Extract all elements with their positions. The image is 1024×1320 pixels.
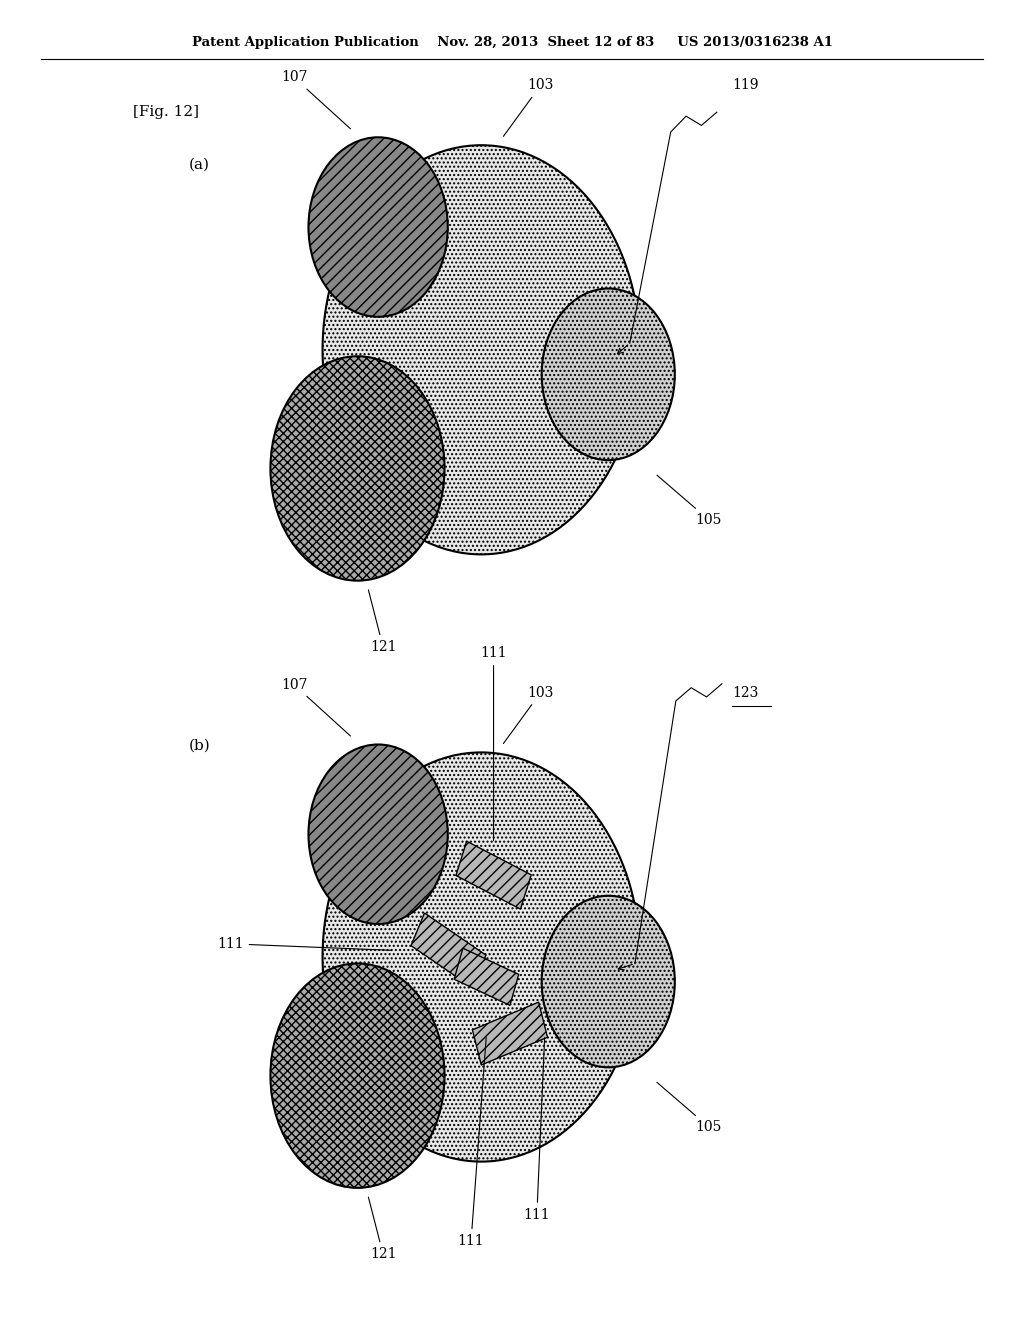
Circle shape <box>323 752 640 1162</box>
Text: 111: 111 <box>217 937 391 950</box>
Circle shape <box>270 964 444 1188</box>
Text: 107: 107 <box>281 70 350 129</box>
Text: 119: 119 <box>732 78 759 92</box>
Text: (b): (b) <box>188 739 211 752</box>
Text: 121: 121 <box>369 590 396 655</box>
Polygon shape <box>454 948 519 1006</box>
Circle shape <box>542 289 675 461</box>
Text: 121: 121 <box>369 1197 396 1262</box>
Text: [Fig. 12]: [Fig. 12] <box>133 106 199 119</box>
Text: Patent Application Publication    Nov. 28, 2013  Sheet 12 of 83     US 2013/0316: Patent Application Publication Nov. 28, … <box>191 36 833 49</box>
Text: 123: 123 <box>732 685 759 700</box>
Text: 105: 105 <box>657 1082 722 1134</box>
Text: 111: 111 <box>480 645 507 841</box>
Text: 103: 103 <box>504 685 554 743</box>
Text: 103: 103 <box>504 78 554 136</box>
Circle shape <box>323 145 640 554</box>
Polygon shape <box>411 913 486 987</box>
Text: 107: 107 <box>281 677 350 737</box>
Circle shape <box>308 137 447 317</box>
Circle shape <box>308 744 447 924</box>
Polygon shape <box>456 841 531 909</box>
Text: 111: 111 <box>523 1038 550 1222</box>
Circle shape <box>542 896 675 1068</box>
Text: (a): (a) <box>189 158 210 172</box>
Polygon shape <box>472 1002 548 1065</box>
Text: 105: 105 <box>657 475 722 527</box>
Circle shape <box>270 356 444 581</box>
Text: 111: 111 <box>458 1038 486 1249</box>
